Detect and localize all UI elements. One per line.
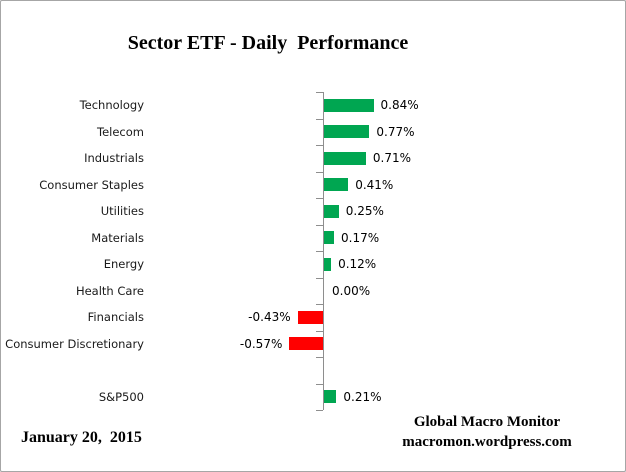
category-label: Industrials [84,151,144,166]
chart-title: Sector ETF - Daily Performance [127,32,409,54]
category-label: Energy [103,257,144,272]
axis-tick [316,92,323,93]
axis-tick [316,304,323,305]
value-label: 0.25% [345,204,384,219]
category-label: Telecom [97,124,144,139]
axis-tick [316,145,323,146]
value-label: 0.00% [332,283,371,298]
axis-tick [316,251,323,252]
bar-positive [324,390,337,404]
bar-positive [324,204,339,218]
value-label: -0.43% [248,310,291,325]
value-label: 0.71% [372,151,411,166]
bar-positive [324,178,349,192]
axis-tick [316,171,323,173]
value-label: 0.21% [343,389,382,404]
value-label: 0.17% [341,230,380,245]
category-label: Materials [91,230,144,245]
axis-tick [316,410,323,411]
axis-tick [316,224,323,226]
attribution-source: Global Macro Monitor [413,414,561,430]
axis-tick [316,198,323,199]
bar-positive [324,125,370,139]
value-label: 0.77% [376,124,415,139]
axis-tick [316,118,323,120]
footer-attribution: Global Macro Monitor macromon.wordpress.… [402,412,571,452]
bar-positive [324,151,366,165]
value-label: 0.41% [355,177,394,192]
category-label: S&P500 [98,389,144,404]
category-label: Financials [87,310,144,325]
vertical-axis [323,92,324,410]
bar-positive [324,231,335,245]
axis-tick [316,277,323,279]
category-label: Technology [79,98,144,113]
bar-positive [324,98,374,112]
axis-tick [316,330,323,332]
bar-negative [297,310,323,324]
axis-tick [316,383,323,385]
axis-tick [316,357,323,358]
bar-negative [289,337,323,351]
value-label: 0.12% [338,257,377,272]
footer-date: January 20, 2015 [21,429,142,446]
value-label: -0.57% [239,336,283,351]
bar-positive [324,257,332,271]
category-label: Consumer Discretionary [5,336,144,351]
category-label: Health Care [75,283,144,298]
category-label: Consumer Staples [39,177,144,192]
attribution-url: macromon.wordpress.com [402,434,572,450]
category-label: Utilities [100,204,144,219]
value-label: 0.84% [380,98,419,113]
